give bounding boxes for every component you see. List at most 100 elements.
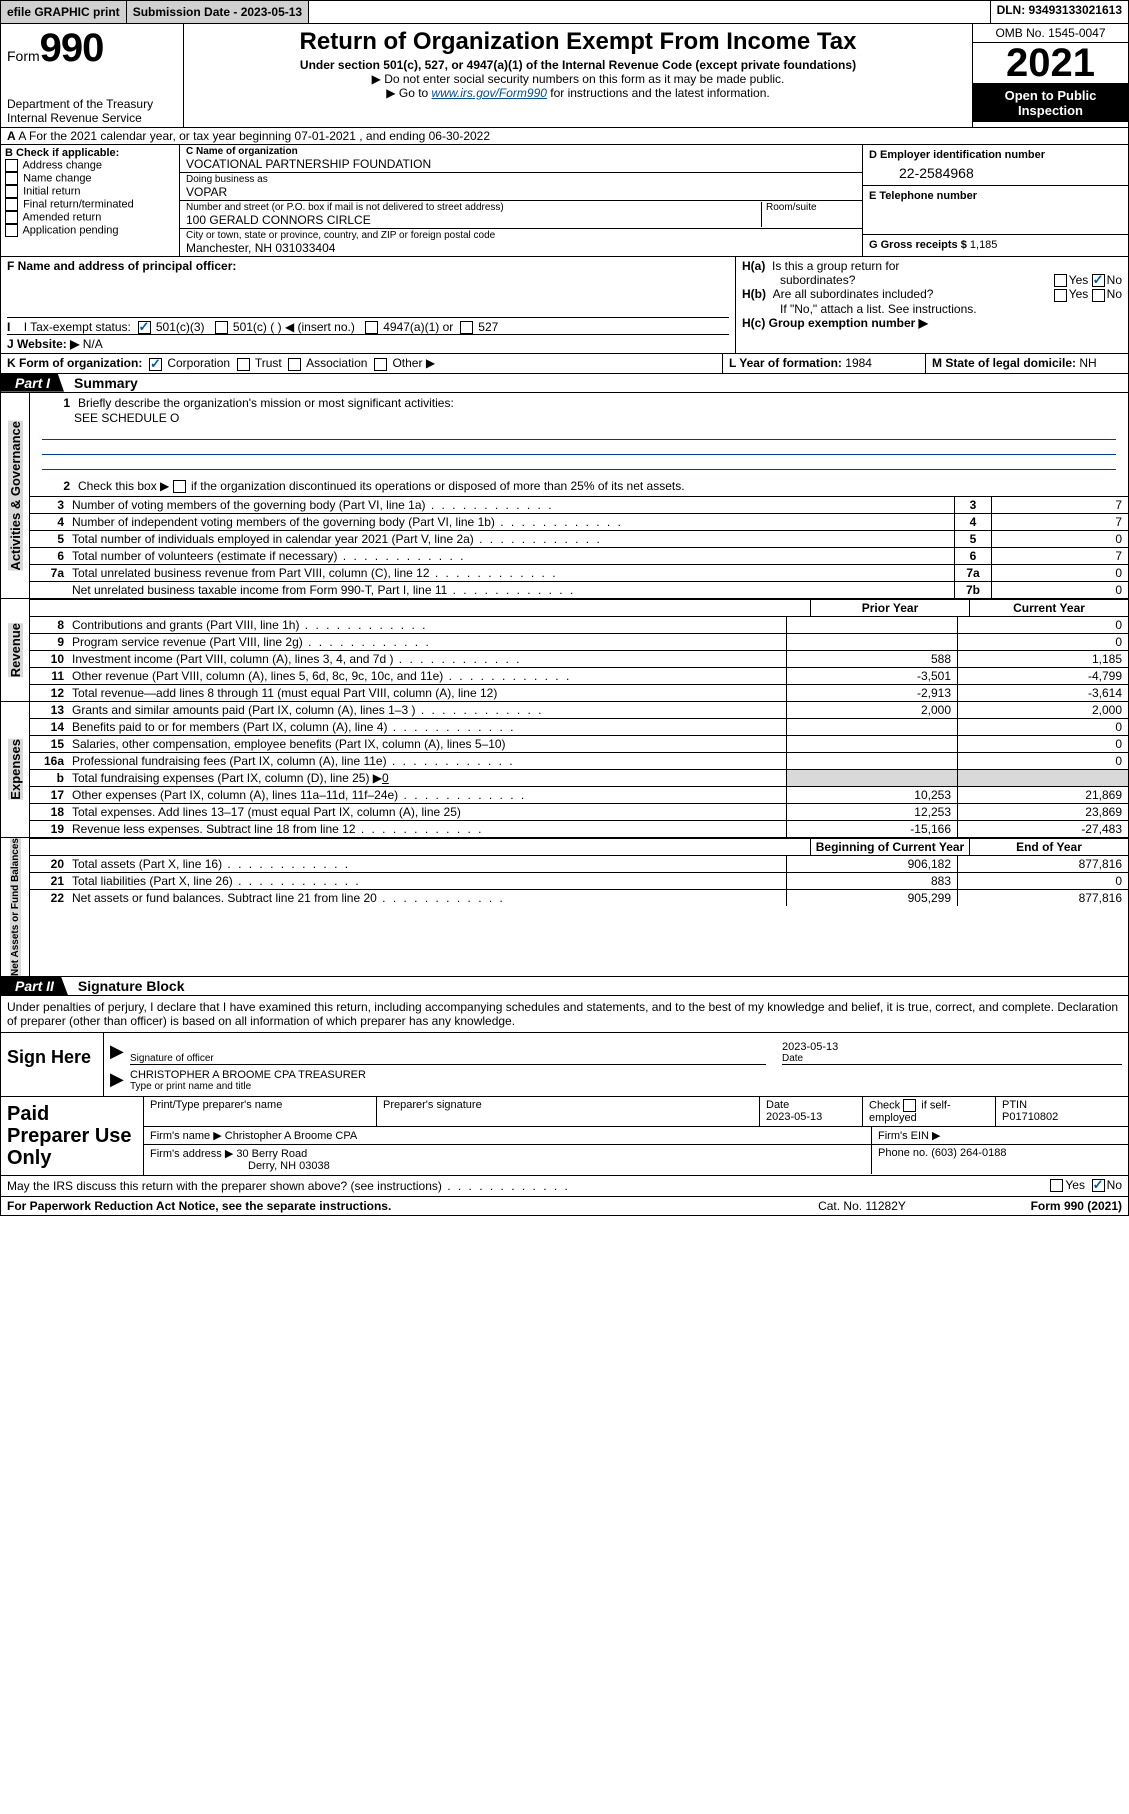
vlabel-na: Net Assets or Fund Balances <box>10 838 21 976</box>
line13-curr: 2,000 <box>957 702 1128 718</box>
section-f-label: F Name and address of principal officer: <box>7 259 236 273</box>
line5-desc: Total number of individuals employed in … <box>72 532 474 546</box>
line9-num: 9 <box>30 634 70 650</box>
line19-desc: Revenue less expenses. Subtract line 18 … <box>72 822 356 836</box>
form-word: Form <box>7 48 40 64</box>
line16b-desc: Total fundraising expenses (Part IX, col… <box>72 771 382 785</box>
form-hint2: ▶ Go to www.irs.gov/Form990 for instruct… <box>192 86 964 100</box>
line3-num: 3 <box>30 497 70 513</box>
line1-value: SEE SCHEDULE O <box>36 411 1122 425</box>
lbl-final-return: Final return/terminated <box>23 198 134 210</box>
rule-line <box>42 440 1116 455</box>
chk-hb-no[interactable] <box>1092 289 1105 302</box>
line18-curr: 23,869 <box>957 804 1128 820</box>
group-expenses: Expenses 13 Grants and similar amounts p… <box>1 702 1128 838</box>
chk-trust[interactable] <box>237 358 250 371</box>
ptin-label: PTIN <box>1002 1099 1122 1111</box>
form-hint1: ▶ Do not enter social security numbers o… <box>192 72 964 86</box>
line13-desc: Grants and similar amounts paid (Part IX… <box>72 703 415 717</box>
chk-hb-yes[interactable] <box>1054 289 1067 302</box>
line16a-curr: 0 <box>957 753 1128 769</box>
line14-num: 14 <box>30 719 70 735</box>
section-l-label: L Year of formation: <box>729 356 842 370</box>
lbl-initial-return: Initial return <box>23 185 80 197</box>
line15-curr: 0 <box>957 736 1128 752</box>
irs: Internal Revenue Service <box>7 111 177 125</box>
lbl-527: 527 <box>478 320 498 334</box>
chk-ha-no[interactable] <box>1092 274 1105 287</box>
city-value: Manchester, NH 031033404 <box>186 241 856 255</box>
line2-desc: Check this box ▶ if the organization dis… <box>78 479 685 493</box>
sig-date-value: 2023-05-13 <box>782 1041 1122 1053</box>
preparer-name-label: Print/Type preparer's name <box>144 1097 377 1126</box>
footer-mid: Cat. No. 11282Y <box>762 1199 962 1213</box>
chk-address-change[interactable] <box>5 159 18 172</box>
section-k-label: K Form of organization: <box>7 356 142 370</box>
line16a-prior <box>786 753 957 769</box>
lbl-hb-yes: Yes <box>1069 287 1089 301</box>
efile-label[interactable]: efile GRAPHIC print <box>1 1 127 23</box>
line11-prior: -3,501 <box>786 668 957 684</box>
line14-prior <box>786 719 957 735</box>
form-number: Form990 <box>7 26 177 71</box>
line13-prior: 2,000 <box>786 702 957 718</box>
line22-boy: 905,299 <box>786 890 957 906</box>
line16b-val: 0 <box>382 771 389 785</box>
line4-num: 4 <box>30 514 70 530</box>
chk-discuss-no[interactable] <box>1092 1179 1105 1192</box>
lbl-other: Other ▶ <box>392 356 435 370</box>
chk-4947[interactable] <box>365 321 378 334</box>
line1-desc: Briefly describe the organization's miss… <box>76 395 1122 411</box>
line7b-box: 7b <box>954 582 991 598</box>
phone-val: (603) 264-0188 <box>931 1147 1006 1159</box>
line15-prior <box>786 736 957 752</box>
line21-boy: 883 <box>786 873 957 889</box>
line4-val: 7 <box>991 514 1128 530</box>
lbl-501c: 501(c) ( ) <box>233 320 282 334</box>
org-name-value: VOCATIONAL PARTNERSHIP FOUNDATION <box>186 157 856 171</box>
chk-name-change[interactable] <box>5 172 18 185</box>
line22-eoy: 877,816 <box>957 890 1128 906</box>
section-m-label: M State of legal domicile: <box>932 356 1076 370</box>
chk-ha-yes[interactable] <box>1054 274 1067 287</box>
section-d-e-g: D Employer identification number 22-2584… <box>862 145 1128 256</box>
sig-arrow-2: ▶ <box>110 1069 130 1092</box>
line17-desc: Other expenses (Part IX, column (A), lin… <box>72 788 398 802</box>
part1-title: Summary <box>64 375 138 391</box>
chk-other[interactable] <box>374 358 387 371</box>
vlabel-rev: Revenue <box>8 623 23 677</box>
declaration-text: Under penalties of perjury, I declare th… <box>1 996 1128 1033</box>
chk-corp[interactable] <box>149 358 162 371</box>
section-c: C Name of organization VOCATIONAL PARTNE… <box>180 145 862 256</box>
line-a: A A For the 2021 calendar year, or tax y… <box>1 128 1128 145</box>
ptin-value: P01710802 <box>1002 1111 1122 1123</box>
chk-discuss-yes[interactable] <box>1050 1179 1063 1192</box>
officer-name-title: CHRISTOPHER A BROOME CPA TREASURER <box>130 1069 1122 1081</box>
line-a-text: A For the 2021 calendar year, or tax yea… <box>18 129 490 143</box>
form-header: Form990 Department of the Treasury Inter… <box>1 24 1128 128</box>
irs-link[interactable]: www.irs.gov/Form990 <box>432 86 547 100</box>
chk-527[interactable] <box>460 321 473 334</box>
rule-line <box>42 425 1116 440</box>
part1-tag: Part I <box>1 374 64 392</box>
col-current-year: Current Year <box>969 600 1128 616</box>
chk-application-pending[interactable] <box>5 224 18 237</box>
addr-label: Number and street (or P.O. box if mail i… <box>186 202 761 213</box>
line3-val: 7 <box>991 497 1128 513</box>
line6-box: 6 <box>954 548 991 564</box>
line22-desc: Net assets or fund balances. Subtract li… <box>72 891 377 905</box>
sig-arrow-1: ▶ <box>110 1041 130 1065</box>
chk-initial-return[interactable] <box>5 185 18 198</box>
chk-assoc[interactable] <box>288 358 301 371</box>
line10-num: 10 <box>30 651 70 667</box>
hb-note: If "No," attach a list. See instructions… <box>742 302 1122 316</box>
chk-501c3[interactable] <box>138 321 151 334</box>
chk-self-employed[interactable] <box>903 1099 916 1112</box>
section-i-label: I Tax-exempt status: <box>24 320 131 334</box>
dln: DLN: 93493133021613 <box>991 1 1128 23</box>
chk-501c[interactable] <box>215 321 228 334</box>
chk-amended-return[interactable] <box>5 211 18 224</box>
chk-line2[interactable] <box>173 480 186 493</box>
chk-final-return[interactable] <box>5 198 18 211</box>
paid-preparer-label: Paid Preparer Use Only <box>1 1097 144 1175</box>
